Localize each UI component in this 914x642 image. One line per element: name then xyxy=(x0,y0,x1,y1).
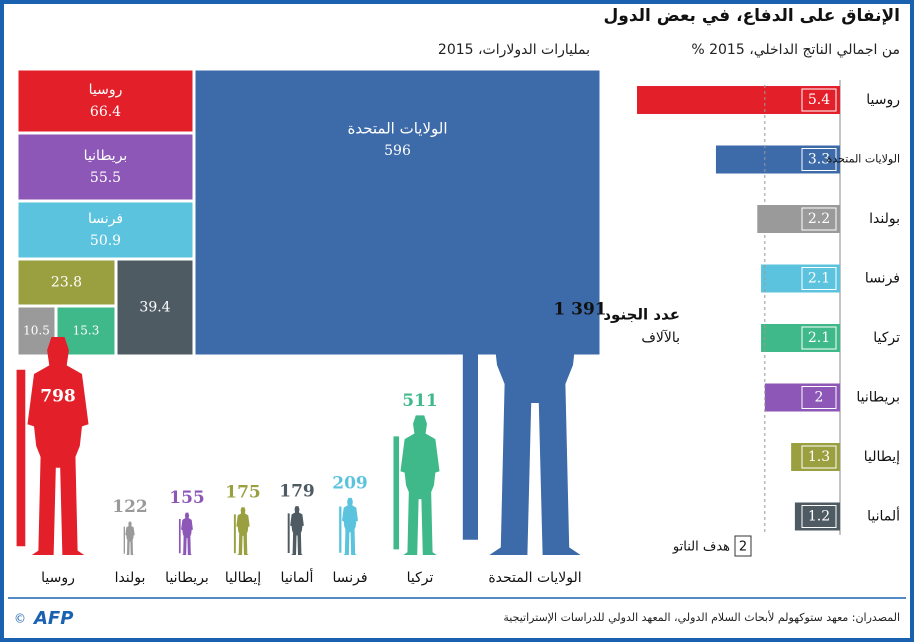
bar-category: إيطاليا xyxy=(864,449,900,465)
bar-value: 2.1 xyxy=(808,271,830,287)
bar-subtitle: % من اجمالي الناتج الداخلي، 2015 xyxy=(691,42,900,58)
treemap-cell xyxy=(18,134,193,200)
treemap-value: 55.5 xyxy=(90,170,121,186)
soldier-value: 122 xyxy=(112,497,148,517)
infographic: الإنفاق على الدفاع، في بعض الدول بمليارا… xyxy=(0,0,914,642)
soldier-category: بريطانيا xyxy=(165,570,209,586)
bar-category: فرنسا xyxy=(865,271,900,287)
reference-value: 2 xyxy=(739,540,747,555)
bar-category: بولندا xyxy=(869,211,900,227)
soldier-value: 798 xyxy=(40,386,76,406)
pictogram-title: عدد الجنود xyxy=(603,306,680,324)
treemap-value: 66.4 xyxy=(90,104,121,120)
treemap-value: 50.9 xyxy=(90,233,121,249)
bar-value: 2.2 xyxy=(808,211,830,227)
title: الإنفاق على الدفاع، في بعض الدول xyxy=(604,6,901,26)
treemap-value: 39.4 xyxy=(139,300,170,316)
bar-category: تركيا xyxy=(873,330,900,346)
bar-category: الولايات المتحدة xyxy=(827,153,900,166)
treemap-value: 23.8 xyxy=(51,275,82,291)
treemap-value: 15.3 xyxy=(73,324,100,338)
bar-value: 2.1 xyxy=(808,330,830,346)
soldier-category: ألمانيا xyxy=(281,568,314,586)
treemap-label: بريطانيا xyxy=(84,148,128,164)
reference-label: هدف الناتو xyxy=(672,540,730,555)
soldier-category: بولندا xyxy=(115,570,146,586)
copyright-mark: © xyxy=(14,612,26,626)
bar-value: 5.4 xyxy=(808,92,830,108)
soldier-value: 1 391 xyxy=(553,300,606,320)
soldier-value: 209 xyxy=(332,473,368,493)
bar-value: 1.3 xyxy=(808,449,830,465)
treemap-label: فرنسا xyxy=(88,211,123,227)
treemap-value: 596 xyxy=(384,143,411,159)
bar-value: 2 xyxy=(815,390,824,406)
treemap-cell xyxy=(18,70,193,132)
soldier-category: الولايات المتحدة xyxy=(488,570,581,586)
soldier-value: 155 xyxy=(169,488,205,508)
treemap-subtitle: بمليارات الدولارات، 2015 xyxy=(438,42,590,58)
bar-category: ألمانيا xyxy=(867,507,900,525)
soldier-value: 179 xyxy=(279,482,315,502)
bar-value: 1.2 xyxy=(808,509,830,525)
soldier-category: روسيا xyxy=(41,570,75,586)
treemap-label: الولايات المتحدة xyxy=(347,120,447,138)
bar-category: بريطانيا xyxy=(856,390,900,406)
soldier-value: 175 xyxy=(225,483,261,503)
soldier-category: إيطاليا xyxy=(225,570,261,586)
treemap-label: روسيا xyxy=(89,82,123,98)
soldier-category: فرنسا xyxy=(332,570,367,586)
bar-category: روسيا xyxy=(866,92,900,108)
logo: AFP xyxy=(32,608,73,629)
soldier-category: تركيا xyxy=(407,570,434,586)
pictogram-subtitle: بالآلاف xyxy=(641,330,680,346)
source: المصدران: معهد ستوكهولم لأبحاث السلام ال… xyxy=(503,610,900,624)
soldier-value: 511 xyxy=(402,391,438,411)
treemap-value: 10.5 xyxy=(23,324,50,338)
